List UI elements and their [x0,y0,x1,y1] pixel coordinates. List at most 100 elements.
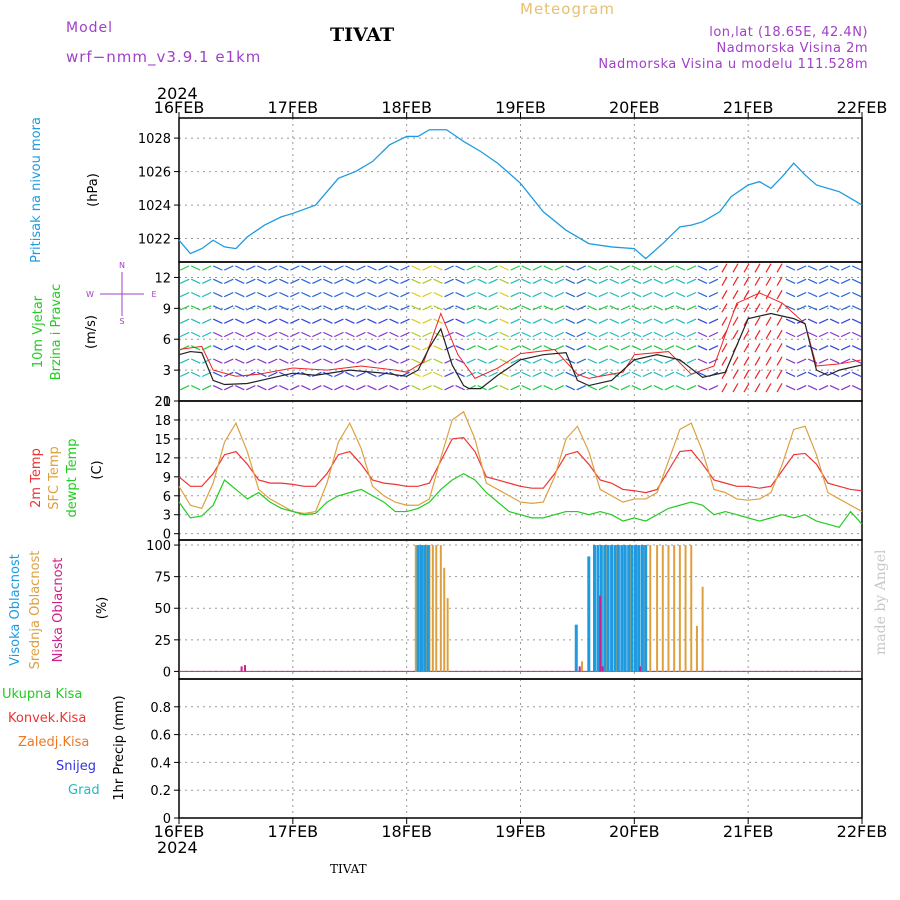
wind-barb [356,278,366,284]
product-title: Meteogram [520,0,615,18]
wind-barb [378,345,388,351]
wind-barb [268,331,278,338]
wind-barb [301,305,311,311]
wind-barb [499,305,509,311]
wind-barb [290,345,300,351]
ytick-label-precip: 0.6 [150,729,171,744]
wind-barb [212,305,223,311]
temp-axis-title-3: dewpt Temp [65,438,80,517]
wind-barb [268,371,278,378]
wind-barb [179,331,190,338]
wind-barb [708,265,719,271]
wind-barb [389,291,399,298]
wind-barb [323,305,333,311]
wind-barb [455,278,465,284]
wind-barb [411,331,421,338]
wind-barb [754,369,761,380]
ytick-label-temperature: 0 [163,528,171,543]
wind-barb [433,345,443,351]
temp-2m-line [178,437,863,494]
wind-barb [543,385,554,391]
ytick-label-clouds: 75 [154,571,171,586]
wind-barb [631,318,642,324]
cloud-bar-srednja [580,661,583,672]
wind-barb [234,291,245,298]
cloud-bar-srednja [667,545,670,672]
wind-barb [532,358,542,364]
wind-barb [620,345,631,351]
wind-barb [411,265,421,271]
wind-barb [554,265,565,271]
wind-barb [499,278,509,284]
wind-barb [554,318,565,324]
wind-barb [840,305,851,311]
wind-unit-label: (m/s) [84,315,99,349]
wind-barb [576,278,587,284]
wind-barb [212,291,223,298]
wind-barb [829,345,840,351]
wind-barb [290,385,300,391]
wind-barb [642,358,653,364]
wind-barb [223,345,234,351]
wind-barb [334,385,344,391]
wind-barb [422,331,432,338]
wind-barb [201,305,212,311]
wind-barb [543,305,554,311]
ytick-label-clouds: 0 [163,665,171,680]
wind-barb [323,291,333,298]
wind-barb [466,345,476,351]
wind-barb [664,265,675,271]
cloud-bar-visoka [606,545,610,672]
wind-barb [840,358,851,364]
wind-barb [312,265,322,271]
cloud-axis-title-3: Niska Oblacnost [51,558,66,663]
wind-barb [290,305,300,311]
cloud-axis-title-2: Srednja Oblacnost [28,551,43,670]
year-bottom: 2024 [157,838,198,857]
wind-barb [301,345,311,351]
cloud-bar-srednja [701,586,704,672]
wind-barb [532,331,542,338]
wind-barb [829,358,840,364]
wind-barb [433,358,443,364]
wind-barb [356,371,366,378]
wind-barb [268,265,278,271]
model-elevation-label: Nadmorska Visina u modelu 111.528m [598,57,868,72]
wind-barb [776,356,783,366]
wind-barb [477,291,487,298]
wind-barb [609,278,620,284]
wind-barb [290,291,300,298]
wind-barb [708,291,719,298]
wind-barb [776,343,783,353]
temp-axis-title-2: SFC Temp [47,446,62,510]
wind-barb [708,345,719,351]
wind-barb [488,291,498,298]
wind-barb [356,265,366,271]
wind-barb [367,385,377,391]
cloud-bar-visoka [423,545,427,672]
wind-barb [356,318,366,324]
compass-s-label: S [119,317,124,326]
wind-barb [785,331,796,338]
wind-barb [675,331,686,338]
wind-barb [721,276,728,286]
wind-barb [301,318,311,324]
wind-barb [721,356,728,366]
wind-barb [796,345,807,351]
wind-barb [455,265,465,271]
wind-barb [290,265,300,271]
wind-barb [477,345,487,351]
ytick-label-pressure: 1026 [138,166,171,181]
cloud-bar-srednja [678,545,681,672]
wind-barb [807,385,818,391]
wind-barb [190,385,201,391]
compass-n-label: N [119,261,125,270]
wind-barb [785,305,796,311]
wind-barb [664,291,675,298]
wind-gust-line [178,292,863,379]
wind-barb [201,278,212,284]
wind-barb [367,345,377,351]
wind-barb [776,316,783,326]
wind-barb [499,331,509,338]
wind-barb [620,358,631,364]
